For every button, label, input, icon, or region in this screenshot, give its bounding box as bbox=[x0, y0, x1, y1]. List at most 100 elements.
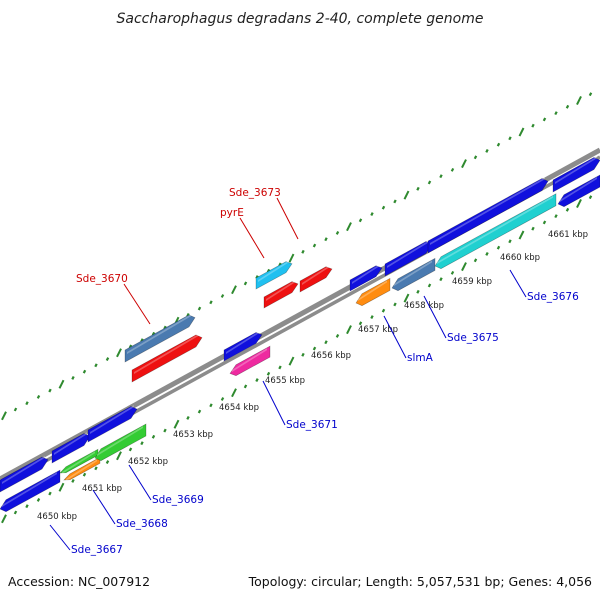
inner-tick bbox=[36, 497, 41, 502]
inner-tick bbox=[13, 510, 18, 515]
outer-tick bbox=[554, 111, 558, 116]
inner-tick bbox=[116, 451, 122, 461]
inner-tick bbox=[335, 334, 340, 338]
gene-forward-blue-f-shine bbox=[2, 455, 45, 484]
gene-label-sde-3676: Sde_3676 bbox=[527, 291, 579, 303]
gene-label-group: Sde_3673 pyrE Sde_3670 Sde_3676 Sde_3675 slmA… bbox=[49, 187, 579, 556]
leader-line-sde-3670 bbox=[123, 283, 151, 325]
kbp-label: 4656 kbp bbox=[311, 351, 351, 361]
inner-tick bbox=[393, 302, 397, 307]
inner-tick bbox=[518, 230, 525, 240]
gene-sde-3676-body bbox=[434, 193, 557, 270]
inner-tick bbox=[496, 245, 501, 250]
gene-label-sde-3670: Sde_3670 bbox=[76, 273, 128, 285]
leader-line-sde-3675 bbox=[423, 295, 447, 339]
gene-slmA-body bbox=[355, 277, 391, 307]
outer-tick bbox=[403, 190, 410, 200]
inner-tick bbox=[381, 308, 386, 313]
inner-tick bbox=[186, 415, 190, 420]
gene-reverse-green-a bbox=[59, 448, 99, 474]
outer-tick bbox=[588, 92, 593, 97]
gene-forward-blue-e bbox=[552, 156, 600, 193]
gene-pyrE-shine bbox=[258, 260, 289, 282]
gene-sde-3669 bbox=[94, 423, 147, 462]
map-title: Saccharophagus degradans 2-40, complete … bbox=[117, 11, 484, 27]
inner-tick bbox=[403, 293, 410, 303]
gene-forward-blue-e-body bbox=[552, 157, 600, 193]
outer-tick bbox=[48, 388, 52, 393]
inner-tick bbox=[278, 365, 282, 370]
gene-forward-blue-d-shine bbox=[430, 177, 545, 245]
inner-tick bbox=[105, 460, 110, 464]
outer-tick bbox=[197, 306, 202, 311]
inner-tick bbox=[82, 472, 87, 477]
gene-sde-3668-body bbox=[63, 456, 101, 481]
outer-tick bbox=[312, 243, 317, 248]
inner-tick bbox=[48, 491, 52, 496]
gene-sde-3675-body bbox=[391, 257, 436, 292]
gene-forward-blue-a-shine bbox=[226, 331, 259, 354]
gene-forward-red-b bbox=[263, 280, 299, 309]
inner-tick bbox=[58, 482, 65, 492]
gene-slmA-shine bbox=[358, 280, 387, 301]
outer-tick bbox=[301, 249, 305, 254]
gene-sde-3669-body bbox=[94, 423, 147, 462]
gene-reverse-blue-a bbox=[557, 174, 600, 208]
inner-tick bbox=[163, 428, 167, 433]
inner-tick bbox=[346, 325, 352, 335]
gene-sde-3669-shine bbox=[97, 426, 143, 456]
inner-tick bbox=[439, 277, 443, 282]
inner-tick-track bbox=[1, 195, 593, 524]
inner-tick bbox=[209, 403, 213, 408]
inner-tick bbox=[416, 289, 420, 294]
gene-reverse-blue-a-body bbox=[557, 174, 600, 208]
gene-reverse-green-a-shine bbox=[62, 451, 95, 474]
gene-forward-red-b-body bbox=[263, 281, 299, 309]
gene-label-sde-3671: Sde_3671 bbox=[286, 419, 338, 431]
leader-line-sde-3673 bbox=[276, 197, 299, 240]
outer-tick bbox=[346, 222, 352, 232]
gene-forward-red-b-shine bbox=[266, 280, 295, 301]
outer-tick bbox=[518, 127, 525, 137]
gene-forward-blue-g bbox=[51, 432, 91, 464]
outer-tick bbox=[439, 174, 443, 179]
inner-tick bbox=[485, 252, 489, 256]
inner-tick bbox=[427, 283, 432, 288]
gene-forward-red-a-body bbox=[131, 334, 203, 383]
outer-tick bbox=[243, 281, 248, 286]
outer-tick bbox=[576, 96, 582, 106]
outer-tick bbox=[531, 123, 535, 128]
kbp-label: 4654 kbp bbox=[219, 403, 259, 413]
inner-tick bbox=[450, 270, 455, 275]
leader-line-sde-3668 bbox=[92, 489, 116, 525]
leader-line-sde-3667 bbox=[49, 524, 71, 551]
inner-tick bbox=[565, 207, 570, 212]
inner-tick bbox=[288, 356, 295, 366]
outer-tick bbox=[565, 104, 570, 109]
gene-forward-blue-b bbox=[349, 264, 383, 292]
gene-pyrE-body bbox=[255, 261, 293, 290]
inner-tick bbox=[25, 504, 29, 509]
inner-tick bbox=[301, 352, 305, 357]
topology-text: Topology: circular; Length: 5,057,531 bp… bbox=[248, 574, 592, 589]
gene-sde-3668 bbox=[63, 456, 101, 481]
gene-sde-3673-shine bbox=[302, 265, 329, 285]
outer-tick bbox=[36, 394, 41, 399]
kbp-label: 4659 kbp bbox=[452, 277, 492, 287]
kbp-label: 4661 kbp bbox=[548, 230, 588, 240]
inner-tick bbox=[542, 220, 547, 225]
kbp-label: 4651 kbp bbox=[82, 484, 122, 494]
gene-forward-blue-f bbox=[0, 455, 49, 493]
outer-tick bbox=[473, 155, 478, 160]
gene-sde-3671-shine bbox=[232, 348, 267, 372]
outer-tick bbox=[335, 231, 340, 235]
gene-forward-blue-b-shine bbox=[352, 264, 379, 284]
kbp-label-group: 4650 kbp 4651 kbp 4652 kbp 4653 kbp 4654 kbp… bbox=[37, 230, 588, 522]
kbp-label: 4655 kbp bbox=[265, 376, 305, 386]
outer-tick bbox=[461, 159, 467, 169]
inner-tick bbox=[576, 199, 582, 209]
leader-line-sde-3671 bbox=[262, 380, 286, 426]
inner-tick bbox=[243, 384, 248, 389]
gene-forward-blue-f-body bbox=[0, 456, 49, 493]
